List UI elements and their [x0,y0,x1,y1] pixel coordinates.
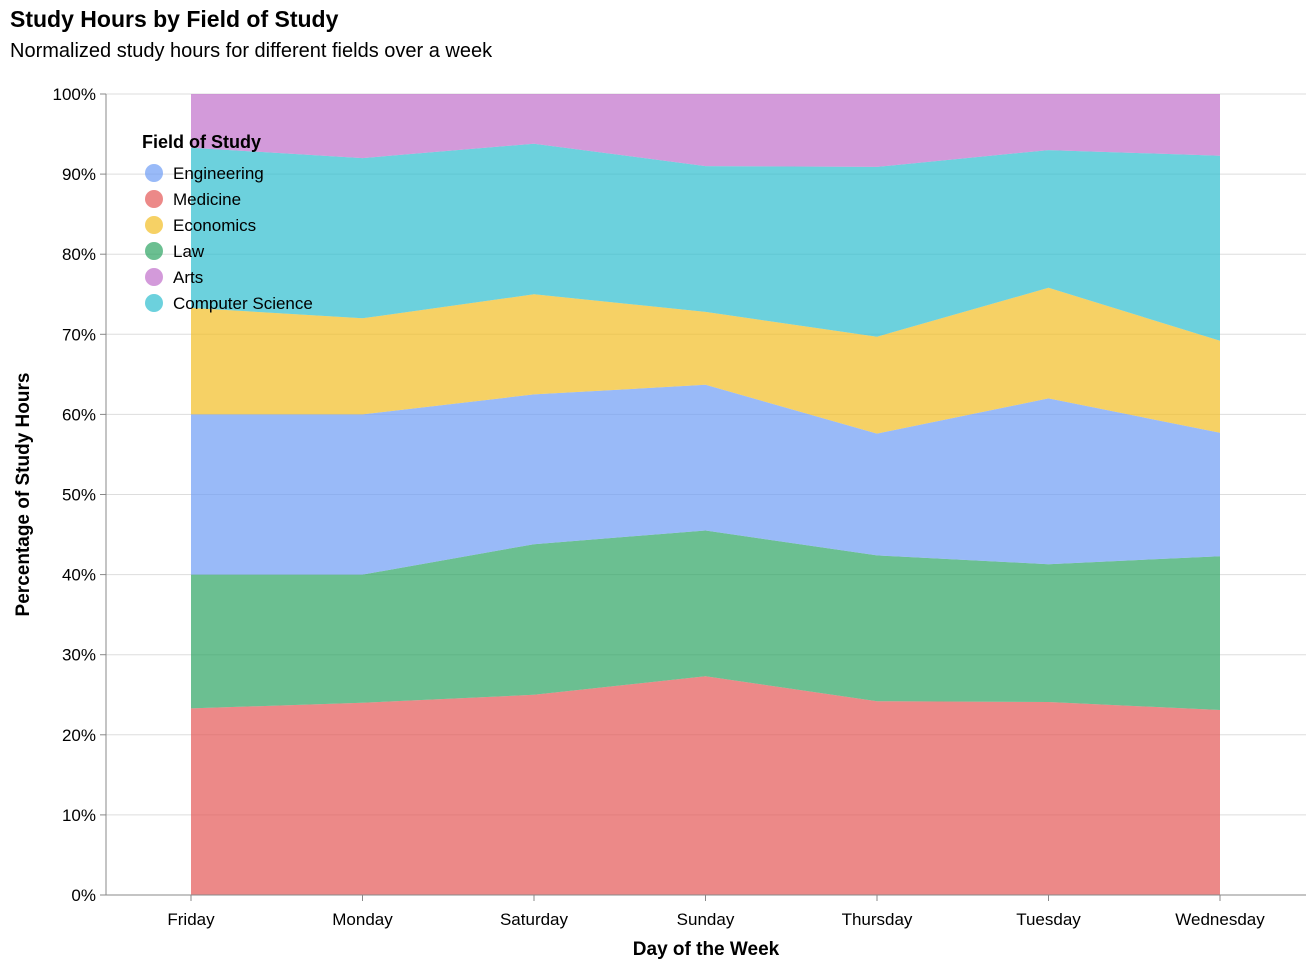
area-arts [191,94,1220,167]
x-axis-title: Day of the Week [633,939,780,960]
legend-swatch [145,268,163,286]
y-tick-label: 20% [62,726,96,745]
y-tick-label: 50% [62,486,96,505]
y-axis-title: Percentage of Study Hours [13,373,34,617]
x-tick-label: Thursday [842,910,913,929]
y-tick-label: 0% [71,886,96,905]
legend: Field of Study Engineering Medicine Econom… [142,132,313,313]
x-tick-label: Wednesday [1175,910,1265,929]
legend-swatch [145,216,163,234]
legend-swatch [145,294,163,312]
legend-swatch [145,164,163,182]
area-computer-science [191,143,1220,341]
x-tick-label: Monday [332,910,393,929]
x-tick-label: Sunday [677,910,735,929]
legend-title: Field of Study [142,132,261,152]
legend-label: Engineering [173,164,264,183]
legend-label: Computer Science [173,294,313,313]
chart-subtitle: Normalized study hours for different fie… [10,40,493,62]
y-tick-label: 100% [53,85,96,104]
legend-items: Engineering Medicine Economics Law Arts Compu… [145,164,313,313]
chart-title: Study Hours by Field of Study [10,6,339,32]
legend-label: Medicine [173,190,241,209]
y-tick-label: 90% [62,165,96,184]
axes: 0% 10% 20% 30% 40% 50% 60% 70% 80% 90% 100% Friday M… [53,85,1306,929]
stacked-areas [191,94,1220,895]
legend-item: Medicine [145,190,241,209]
legend-item: Law [145,242,205,261]
legend-swatch [145,190,163,208]
legend-item: Computer Science [145,294,313,313]
x-tick-label: Tuesday [1016,910,1081,929]
y-tick-label: 60% [62,405,96,424]
legend-item: Economics [145,216,256,235]
area-economics [191,287,1220,434]
area-medicine [191,676,1220,895]
x-tick-label: Saturday [500,910,569,929]
legend-label: Arts [173,268,203,287]
legend-item: Engineering [145,164,264,183]
legend-item: Arts [145,268,203,287]
legend-label: Economics [173,216,256,235]
y-tick-label: 80% [62,245,96,264]
legend-label: Law [173,242,205,261]
area-engineering [191,384,1220,575]
y-tick-label: 40% [62,566,96,585]
area-law [191,530,1220,710]
y-tick-label: 30% [62,646,96,665]
x-tick-label: Friday [167,910,215,929]
legend-swatch [145,242,163,260]
y-tick-label: 10% [62,806,96,825]
y-tick-label: 70% [62,325,96,344]
